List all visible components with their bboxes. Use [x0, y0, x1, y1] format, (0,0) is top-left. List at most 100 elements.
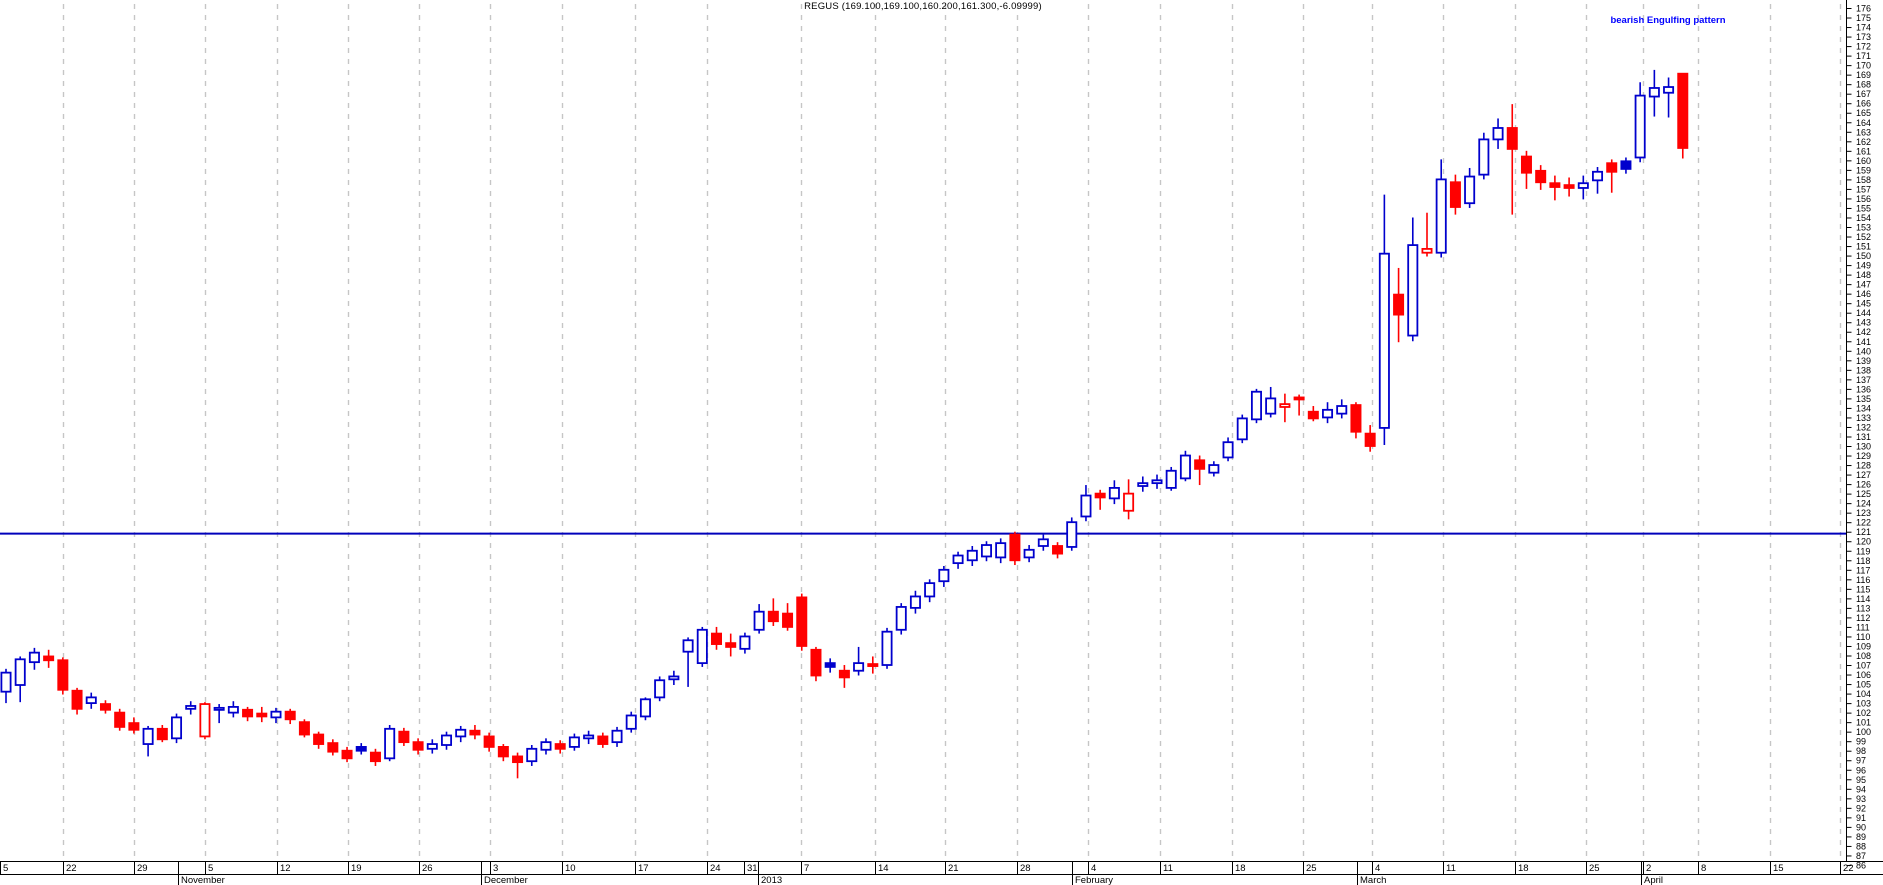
svg-text:141: 141 — [1856, 337, 1871, 347]
svg-text:113: 113 — [1856, 603, 1870, 613]
svg-text:102: 102 — [1856, 708, 1871, 718]
svg-text:87: 87 — [1856, 851, 1866, 861]
svg-text:148: 148 — [1856, 270, 1871, 280]
svg-text:145: 145 — [1856, 299, 1871, 309]
svg-text:116: 116 — [1856, 575, 1870, 585]
svg-text:104: 104 — [1856, 689, 1871, 699]
pattern-annotation-label: bearish Engulfing pattern — [1610, 15, 1726, 26]
svg-text:143: 143 — [1856, 318, 1871, 328]
svg-text:93: 93 — [1856, 794, 1866, 804]
svg-text:95: 95 — [1856, 775, 1866, 785]
svg-text:101: 101 — [1856, 718, 1871, 728]
svg-text:8: 8 — [1701, 863, 1706, 874]
svg-text:89: 89 — [1856, 832, 1866, 842]
svg-text:31: 31 — [747, 863, 758, 874]
svg-text:105: 105 — [1856, 680, 1871, 690]
svg-text:22: 22 — [66, 863, 77, 874]
svg-text:26: 26 — [422, 863, 433, 874]
svg-text:2: 2 — [1646, 863, 1651, 874]
svg-text:172: 172 — [1856, 42, 1871, 52]
svg-text:138: 138 — [1856, 365, 1871, 375]
svg-text:151: 151 — [1856, 242, 1871, 252]
svg-text:156: 156 — [1856, 194, 1871, 204]
svg-text:118: 118 — [1856, 556, 1870, 566]
svg-text:97: 97 — [1856, 756, 1866, 766]
svg-text:14: 14 — [878, 863, 889, 874]
svg-text:115: 115 — [1856, 584, 1870, 594]
svg-text:159: 159 — [1856, 165, 1871, 175]
svg-text:166: 166 — [1856, 99, 1871, 109]
svg-text:April: April — [1644, 875, 1663, 885]
svg-text:155: 155 — [1856, 203, 1871, 213]
svg-text:117: 117 — [1856, 565, 1870, 575]
svg-text:127: 127 — [1856, 470, 1871, 480]
svg-text:175: 175 — [1856, 13, 1871, 23]
svg-text:18: 18 — [1518, 863, 1529, 874]
svg-text:174: 174 — [1856, 23, 1871, 33]
svg-text:134: 134 — [1856, 403, 1871, 413]
svg-text:154: 154 — [1856, 213, 1871, 223]
svg-text:99: 99 — [1856, 737, 1866, 747]
svg-text:168: 168 — [1856, 80, 1871, 90]
svg-text:158: 158 — [1856, 175, 1871, 185]
svg-text:19: 19 — [351, 863, 362, 874]
svg-text:135: 135 — [1856, 394, 1871, 404]
svg-text:92: 92 — [1856, 803, 1866, 813]
svg-text:2013: 2013 — [761, 875, 782, 885]
svg-text:125: 125 — [1856, 489, 1871, 499]
svg-text:103: 103 — [1856, 699, 1871, 709]
svg-text:150: 150 — [1856, 251, 1871, 261]
svg-text:137: 137 — [1856, 375, 1871, 385]
svg-text:164: 164 — [1856, 118, 1871, 128]
svg-text:123: 123 — [1856, 508, 1871, 518]
svg-text:149: 149 — [1856, 261, 1871, 271]
svg-text:15: 15 — [1773, 863, 1784, 874]
svg-text:11: 11 — [1163, 863, 1173, 874]
svg-text:146: 146 — [1856, 289, 1871, 299]
svg-text:170: 170 — [1856, 61, 1871, 71]
svg-text:111: 111 — [1856, 622, 1870, 632]
svg-text:142: 142 — [1856, 327, 1871, 337]
svg-text:160: 160 — [1856, 156, 1871, 166]
svg-text:November: November — [181, 875, 225, 885]
svg-text:90: 90 — [1856, 822, 1866, 832]
svg-text:161: 161 — [1856, 146, 1871, 156]
svg-text:10: 10 — [565, 863, 576, 874]
svg-text:129: 129 — [1856, 451, 1871, 461]
svg-text:121: 121 — [1856, 527, 1871, 537]
svg-text:120: 120 — [1856, 537, 1871, 547]
svg-text:122: 122 — [1856, 518, 1871, 528]
svg-text:163: 163 — [1856, 127, 1871, 137]
svg-text:4: 4 — [1091, 863, 1096, 874]
svg-text:5: 5 — [3, 863, 8, 874]
svg-text:140: 140 — [1856, 346, 1871, 356]
chart-title: REGUS (169.100,169.100,160.200,161.300,-… — [804, 1, 1042, 12]
svg-text:152: 152 — [1856, 232, 1871, 242]
svg-text:March: March — [1360, 875, 1386, 885]
svg-text:126: 126 — [1856, 480, 1871, 490]
svg-text:173: 173 — [1856, 32, 1871, 42]
svg-text:114: 114 — [1856, 594, 1870, 604]
svg-text:144: 144 — [1856, 308, 1871, 318]
svg-text:112: 112 — [1856, 613, 1870, 623]
svg-text:18: 18 — [1235, 863, 1246, 874]
svg-text:98: 98 — [1856, 746, 1866, 756]
svg-text:167: 167 — [1856, 89, 1871, 99]
svg-text:December: December — [484, 875, 528, 885]
svg-text:21: 21 — [948, 863, 959, 874]
svg-text:5: 5 — [208, 863, 213, 874]
svg-text:96: 96 — [1856, 765, 1866, 775]
svg-text:February: February — [1075, 875, 1113, 885]
svg-text:132: 132 — [1856, 422, 1871, 432]
svg-text:28: 28 — [1020, 863, 1031, 874]
svg-text:3: 3 — [493, 863, 498, 874]
svg-text:91: 91 — [1856, 813, 1866, 823]
svg-text:94: 94 — [1856, 784, 1866, 794]
svg-text:12: 12 — [280, 863, 291, 874]
svg-text:25: 25 — [1589, 863, 1600, 874]
svg-text:109: 109 — [1856, 641, 1871, 651]
svg-text:110: 110 — [1856, 632, 1870, 642]
svg-text:169: 169 — [1856, 70, 1871, 80]
